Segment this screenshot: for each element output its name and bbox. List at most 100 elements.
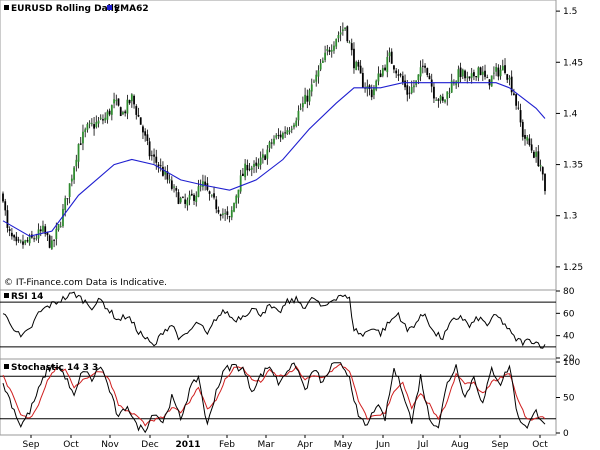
candle-body [481,71,484,75]
price-y-tick-label: 1.3 [563,212,577,222]
price-y-tick-label: 1.4 [563,109,578,119]
candle-body [521,121,524,137]
candle-body [308,90,311,102]
candle-body [519,110,522,123]
stochastic-d-line [2,363,546,427]
candle-body [413,85,415,88]
price-panel: 1.5 1.45 1.4 1.35 1.3 1.25 EURUSD Rolling Dai… [0,0,583,291]
ema62-line [2,82,546,237]
candle-body [377,73,380,82]
rsi-y-tick-label: 20 [563,354,575,364]
candle-body [139,117,142,125]
candle-body [333,45,335,51]
candle-body [164,170,167,175]
candle-body [290,128,293,130]
candle-body [237,189,240,198]
candle-body [513,93,515,95]
candle-body [266,149,269,159]
candle-body [153,154,155,157]
candle-body [239,175,242,192]
candle-body [179,198,182,203]
candle-body [457,69,460,83]
candle-body [204,181,207,185]
candle-body [350,43,353,51]
candle-body [373,88,375,96]
price-y-tick-label: 1.25 [563,263,583,273]
candle-body [26,240,29,242]
candle-body [288,130,291,132]
candle-body [8,229,11,232]
candle-body [102,119,104,121]
candle-body [264,155,267,160]
candle-body [321,60,324,63]
candle-body [497,67,500,77]
candle-body [448,92,451,94]
candle-body [79,143,82,145]
x-month-label: Sep [492,440,509,450]
candle-body [484,70,486,77]
candle-body [64,198,67,211]
candle-body [124,111,127,114]
candle-body [6,210,9,228]
candle-body [275,135,278,138]
candle-body [504,65,506,74]
candle-body [226,211,229,215]
candle-body [82,131,84,144]
candle-body [93,124,95,129]
candle-body [126,99,129,114]
candle-body [104,117,107,121]
candle-body [313,81,315,83]
candle-body [224,213,227,215]
candle-body [437,99,440,101]
candle-body [159,165,162,167]
x-month-label: Dec [141,440,158,450]
x-month-label: Sep [23,440,40,450]
candle-body [195,195,198,202]
candle-body [268,142,271,149]
candle-body [59,226,62,227]
candle-body [135,106,138,115]
candle-body [188,194,191,200]
candle-body [539,165,542,167]
candle-body [541,167,544,175]
candle-body [50,240,53,249]
candle-body [506,74,509,80]
stochastic-title-marker [4,364,9,369]
candle-body [328,50,331,52]
candle-body [495,67,498,72]
candle-body [479,67,482,76]
candle-body [510,76,513,93]
candle-body [208,191,211,194]
candle-body [39,229,42,232]
rsi-reference-lines [0,301,556,348]
rsi-y-axis: 80 60 40 20 [556,287,575,364]
candle-body [219,214,222,217]
stochastic-panel-frame [0,358,557,436]
candle-body [88,122,91,124]
candle-body [115,100,118,102]
candle-body [144,131,147,136]
candle-body [441,96,444,101]
candle-body [235,195,238,204]
candle-body [470,73,473,78]
candle-body [273,138,275,144]
candle-body [182,197,184,198]
x-month-label: May [334,440,353,450]
candle-body [66,198,69,200]
candle-body [193,194,195,201]
candle-body [42,225,44,232]
candle-body [113,99,115,104]
candle-body [230,210,233,218]
candle-body [155,156,158,163]
stochastic-panel: 100 50 0 Stochastic 14 3 3 [0,358,580,439]
candle-body [297,110,300,121]
candle-body [461,69,464,77]
rsi-panel-frame [0,289,557,360]
candle-body [370,89,373,98]
rsi-panel: 80 60 40 20 RSI 14 [0,287,575,364]
candle-body [44,226,47,234]
candle-body [317,70,320,77]
candle-body [97,120,100,124]
candle-body [319,63,322,70]
candle-body [295,120,298,126]
